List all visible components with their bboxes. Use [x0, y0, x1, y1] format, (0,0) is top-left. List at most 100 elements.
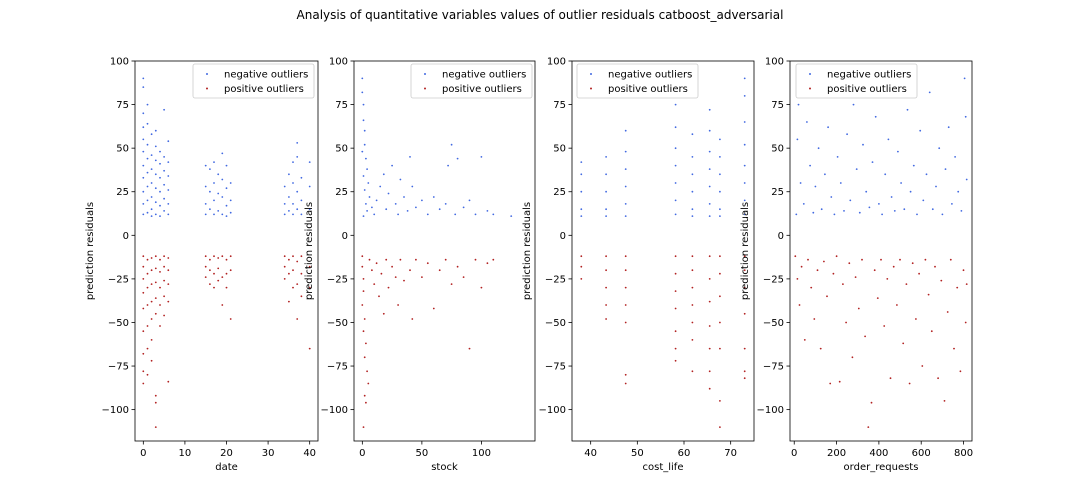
- negative-outlier-point: [919, 129, 922, 132]
- positive-outlier-point: [450, 283, 453, 285]
- negative-outlier-point: [409, 156, 411, 158]
- positive-outlier-point: [965, 283, 968, 285]
- negative-outlier-point: [399, 178, 402, 181]
- positive-outlier-point: [150, 318, 153, 320]
- subplot-4: 100 75 50 25 0 −25 −50 −75 −100 0 200 400 600 800 orde…: [740, 57, 973, 474]
- negative-outlier-point: [951, 203, 953, 205]
- positive-outlier-point: [940, 279, 943, 282]
- positive-outlier-point: [674, 290, 677, 292]
- negative-outlier-point: [296, 156, 299, 158]
- negative-outlier-point: [674, 103, 677, 106]
- negative-outlier-point: [366, 168, 368, 171]
- positive-outlier-point: [624, 286, 627, 289]
- y-tick-label: −50: [108, 318, 129, 329]
- positive-outlier-point: [719, 426, 721, 428]
- negative-outlier-point: [884, 173, 887, 176]
- y-tick-label: −25: [545, 274, 566, 285]
- x-tick-label: 20: [220, 448, 233, 459]
- negative-outlier-point: [150, 154, 153, 157]
- positive-outlier-point: [819, 347, 822, 350]
- negative-outlier-point: [814, 185, 817, 188]
- x-tick-label: 10: [179, 448, 192, 459]
- x-tick-label: 100: [472, 448, 491, 459]
- positive-outlier-point: [674, 307, 677, 310]
- negative-outlier-point: [308, 161, 311, 164]
- positive-outlier-point: [221, 304, 224, 306]
- y-tick-label: 75: [335, 100, 348, 111]
- legend: negative outliers positive outliers: [576, 63, 699, 99]
- positive-outlier-point: [798, 304, 801, 306]
- negative-outlier-point: [719, 208, 721, 211]
- x-tick-label: 30: [262, 448, 275, 459]
- positive-outlier-point: [924, 258, 927, 261]
- legend-box: [410, 63, 533, 99]
- positive-outlier-point: [362, 426, 365, 428]
- positive-outlier-point: [288, 258, 290, 261]
- legend-marker: [809, 87, 811, 90]
- negative-outlier-point: [954, 156, 956, 158]
- negative-outlier-point: [605, 215, 607, 218]
- negative-outlier-point: [743, 95, 746, 97]
- positive-outlier-point: [142, 352, 145, 355]
- negative-outlier-point: [163, 197, 166, 200]
- negative-outlier-point: [362, 175, 365, 177]
- legend: negative outliers positive outliers: [192, 63, 315, 99]
- negative-outlier-point: [397, 213, 399, 216]
- y-tick-label: −75: [327, 362, 348, 373]
- legend-box: [795, 63, 918, 99]
- legend-label: negative outliers: [608, 70, 692, 81]
- negative-outlier-point: [874, 115, 877, 118]
- positive-outlier-point: [146, 304, 149, 306]
- positive-outlier-point: [624, 304, 627, 306]
- negative-outlier-point: [421, 199, 423, 202]
- negative-outlier-point: [935, 185, 937, 188]
- negative-outlier-point: [225, 204, 228, 207]
- negative-outlier-point: [947, 126, 950, 129]
- negative-outlier-point: [871, 161, 874, 164]
- y-tick-label: −100: [102, 405, 129, 416]
- y-tick-label: 100: [765, 57, 784, 68]
- negative-outlier-point: [154, 129, 157, 132]
- negative-outlier-point: [916, 213, 918, 216]
- positive-outlier-point: [154, 255, 157, 258]
- positive-outlier-point: [368, 258, 371, 261]
- negative-outlier-point: [447, 164, 449, 167]
- negative-outlier-point: [142, 86, 145, 88]
- positive-outlier-point: [229, 255, 232, 258]
- negative-outlier-point: [624, 129, 627, 132]
- negative-outlier-point: [283, 185, 286, 188]
- negative-outlier-point: [142, 164, 145, 167]
- negative-outlier-point: [691, 156, 694, 158]
- positive-outlier-point: [146, 325, 149, 327]
- negative-outlier-point: [858, 211, 861, 214]
- positive-outlier-point: [842, 283, 844, 285]
- negative-outlier-point: [862, 143, 864, 146]
- negative-outlier-point: [827, 126, 829, 129]
- positive-outlier-point: [403, 279, 405, 282]
- positive-outlier-point: [605, 255, 607, 258]
- legend: negative outliers positive outliers: [410, 63, 533, 99]
- negative-outlier-point: [432, 196, 435, 198]
- positive-outlier-point: [154, 297, 157, 299]
- y-tick-label: −100: [321, 405, 348, 416]
- negative-outlier-point: [406, 210, 409, 212]
- legend: negative outliers positive outliers: [795, 63, 918, 99]
- negative-outlier-point: [743, 77, 746, 80]
- positive-outlier-point: [800, 265, 803, 268]
- negative-outlier-point: [296, 142, 299, 144]
- negative-outlier-point: [288, 196, 290, 198]
- positive-outlier-point: [363, 356, 366, 359]
- negative-outlier-point: [802, 203, 805, 205]
- y-tick-label: −100: [757, 405, 784, 416]
- positive-outlier-point: [415, 258, 417, 261]
- positive-outlier-point: [851, 356, 854, 359]
- negative-outlier-point: [893, 210, 896, 212]
- positive-outlier-point: [159, 286, 161, 289]
- negative-outlier-point: [159, 150, 161, 153]
- positive-outlier-point: [308, 286, 311, 289]
- positive-outlier-point: [142, 278, 145, 280]
- y-tick-label: 0: [342, 231, 348, 242]
- positive-outlier-point: [167, 257, 170, 259]
- x-tick-label: 400: [869, 448, 888, 459]
- negative-outlier-point: [708, 108, 711, 111]
